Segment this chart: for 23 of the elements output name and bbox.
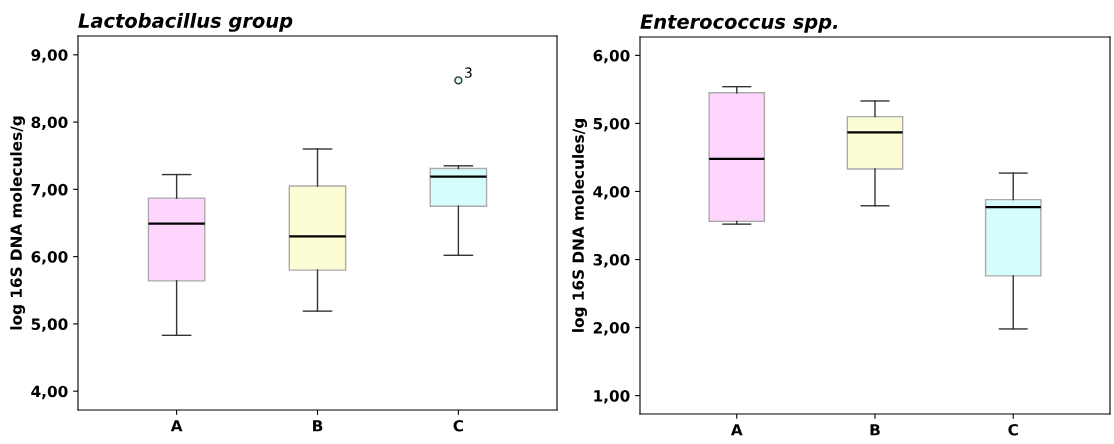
x-tick-label: A bbox=[730, 424, 743, 436]
x-tick-label: A bbox=[170, 420, 183, 432]
x-tick-label: B bbox=[313, 420, 323, 432]
x-tick-label: C bbox=[453, 419, 464, 432]
y-tick-label: 4,00 bbox=[31, 385, 68, 400]
y-tick-label: 9,00 bbox=[31, 49, 68, 63]
y-tick-label: 7,00 bbox=[31, 183, 68, 198]
chart-title: Enterococcus spp. bbox=[640, 14, 838, 33]
y-tick-label: 5,00 bbox=[31, 318, 68, 332]
x-tick-label: B bbox=[870, 424, 880, 436]
y-axis-title: log 16S DNA molecules/g bbox=[572, 119, 588, 332]
y-tick-label: 6,00 bbox=[593, 49, 630, 64]
y-tick-label: 8,00 bbox=[31, 116, 68, 131]
y-axis-title: log 16S DNA molecules/g bbox=[10, 116, 26, 330]
y-tick-label: 4,00 bbox=[593, 185, 630, 200]
y-tick-label: 2,00 bbox=[593, 322, 630, 336]
annotation: 3 bbox=[465, 67, 472, 78]
y-tick-label: 6,00 bbox=[31, 251, 68, 265]
y-tick-label: 3,00 bbox=[593, 253, 630, 268]
x-tick-label: C bbox=[1008, 423, 1018, 436]
y-tick-label: 5,00 bbox=[593, 117, 630, 132]
y-tick-label: 1,00 bbox=[594, 390, 630, 404]
chart-title: Lactobacillus group bbox=[78, 12, 293, 32]
